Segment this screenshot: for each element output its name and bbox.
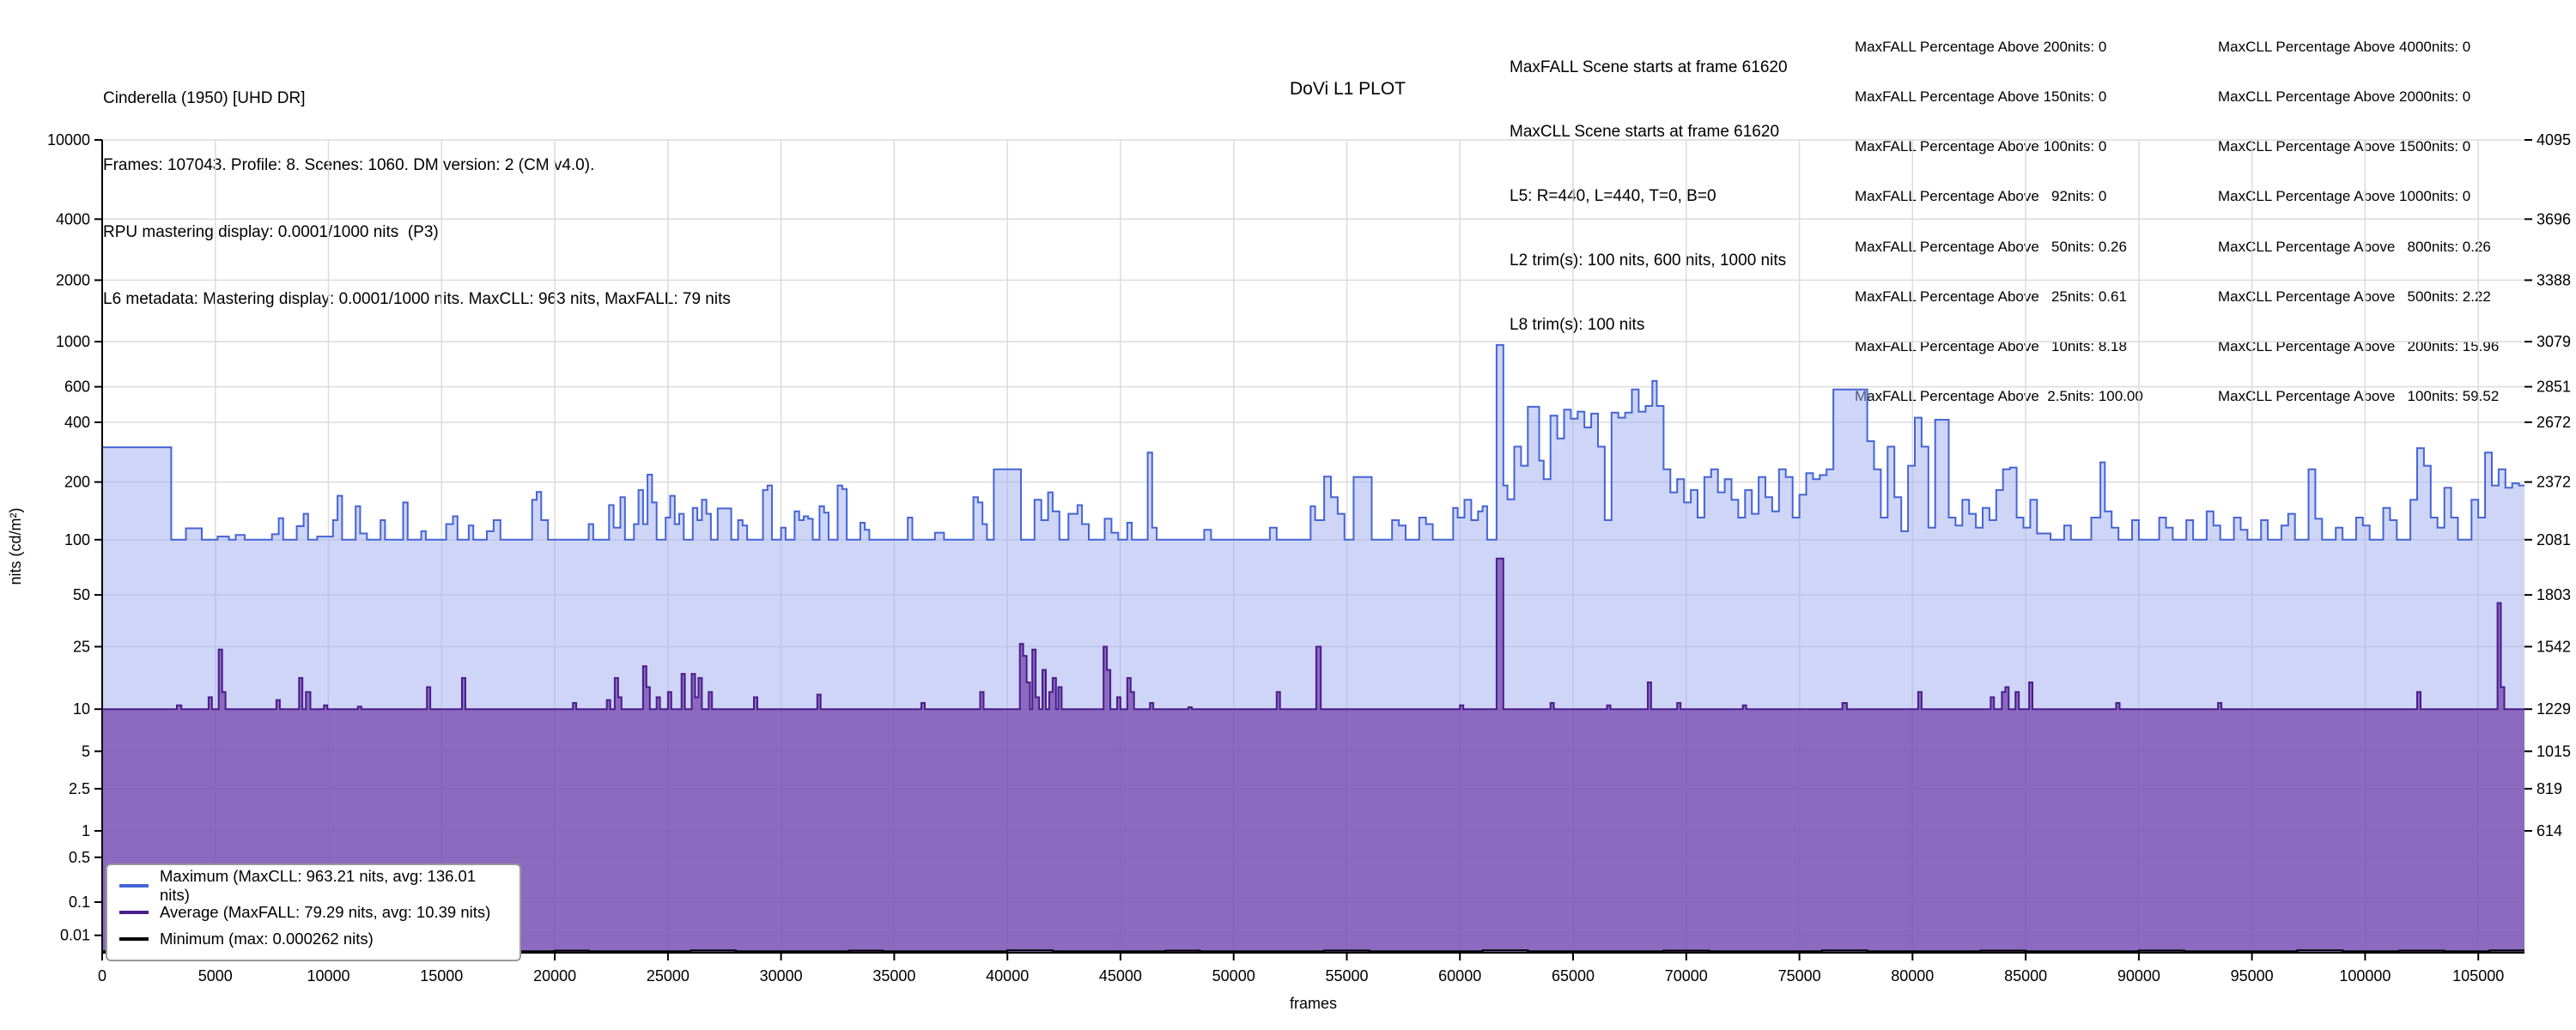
stat-line: MaxFALL Percentage Above 100nits: 0 (1855, 138, 2107, 155)
svg-text:95000: 95000 (2231, 967, 2274, 985)
plot-legend: Maximum (MaxCLL: 963.21 nits, avg: 136.0… (106, 863, 521, 961)
y-axis-label: nits (cd/m²) (7, 508, 24, 585)
l2-trims-line: L2 trim(s): 100 nits, 600 nits, 1000 nit… (1510, 251, 1787, 270)
svg-text:100: 100 (64, 531, 90, 548)
legend-label-average: Average (MaxFALL: 79.29 nits, avg: 10.39… (160, 902, 491, 921)
svg-text:2081: 2081 (2537, 531, 2571, 548)
svg-text:10000: 10000 (307, 967, 349, 985)
title-line: Cinderella (1950) [UHD DR] (103, 89, 306, 107)
svg-text:4000: 4000 (56, 210, 90, 227)
stat-line: MaxCLL Percentage Above 1000nits: 0 (2218, 188, 2471, 205)
header-metadata-block: Cinderella (1950) [UHD DR] Frames: 10704… (103, 43, 731, 333)
svg-text:5: 5 (82, 742, 90, 760)
l5-offsets-line: L5: R=440, L=440, T=0, B=0 (1510, 187, 1716, 205)
svg-text:1: 1 (82, 822, 90, 839)
average-line-swatch (119, 910, 149, 914)
svg-text:2.5: 2.5 (69, 780, 90, 797)
scene-info-block: MaxFALL Scene starts at frame 61620 MaxC… (1510, 14, 1788, 357)
svg-text:3388: 3388 (2537, 271, 2571, 288)
legend-label-minimum: Minimum (max: 0.000262 nits) (160, 929, 374, 948)
svg-text:4095: 4095 (2537, 131, 2571, 148)
svg-text:0.01: 0.01 (60, 927, 90, 944)
svg-text:819: 819 (2537, 780, 2562, 797)
svg-text:85000: 85000 (2004, 967, 2047, 985)
l8-trims-line: L8 trim(s): 100 nits (1510, 316, 1645, 334)
plot-title: DoVi L1 PLOT (1290, 79, 1406, 99)
legend-item-maximum: Maximum (MaxCLL: 963.21 nits, avg: 136.0… (119, 867, 507, 904)
x-axis-label: frames (1290, 995, 1337, 1012)
legend-label-maximum: Maximum (MaxCLL: 963.21 nits, avg: 136.0… (160, 866, 477, 904)
svg-text:45000: 45000 (1099, 967, 1142, 985)
svg-text:20000: 20000 (533, 967, 576, 985)
stat-line: MaxFALL Percentage Above 92nits: 0 (1855, 188, 2107, 205)
stat-line: MaxFALL Percentage Above 50nits: 0.26 (1855, 238, 2127, 255)
svg-text:3696: 3696 (2537, 210, 2571, 227)
rpu-mastering-line: RPU mastering display: 0.0001/1000 nits … (103, 223, 439, 241)
svg-text:25: 25 (73, 638, 90, 655)
svg-text:200: 200 (64, 474, 90, 491)
svg-text:600: 600 (64, 379, 90, 396)
svg-text:1542: 1542 (2537, 638, 2571, 655)
legend-item-minimum: Minimum (max: 0.000262 nits) (119, 925, 507, 952)
stat-line: MaxFALL Percentage Above 25nits: 0.61 (1855, 288, 2127, 305)
l6-metadata-line: L6 metadata: Mastering display: 0.0001/1… (103, 290, 731, 308)
svg-text:5000: 5000 (198, 967, 233, 985)
minimum-line-swatch (119, 936, 149, 941)
svg-text:15000: 15000 (420, 967, 463, 985)
maxfall-percentage-stats: MaxFALL Percentage Above 200nits: 0 MaxF… (1855, 5, 2143, 421)
svg-text:90000: 90000 (2117, 967, 2160, 985)
svg-text:105000: 105000 (2452, 967, 2504, 985)
svg-text:80000: 80000 (1891, 967, 1934, 985)
stat-line: MaxCLL Percentage Above 800nits: 0.26 (2218, 238, 2491, 255)
stat-line: MaxCLL Percentage Above 4000nits: 0 (2218, 38, 2471, 55)
svg-text:55000: 55000 (1325, 967, 1368, 985)
svg-text:2372: 2372 (2537, 474, 2571, 491)
svg-text:10000: 10000 (47, 131, 90, 148)
svg-text:2000: 2000 (56, 271, 90, 288)
svg-text:0.1: 0.1 (69, 894, 90, 911)
svg-text:10: 10 (73, 700, 90, 718)
stat-line: MaxCLL Percentage Above 2000nits: 0 (2218, 88, 2471, 106)
frames-profile-line: Frames: 107043. Profile: 8. Scenes: 1060… (103, 156, 595, 174)
legend-item-average: Average (MaxFALL: 79.29 nits, avg: 10.39… (119, 899, 507, 925)
svg-text:1229: 1229 (2537, 700, 2571, 718)
svg-text:75000: 75000 (1778, 967, 1821, 985)
svg-text:0.5: 0.5 (69, 849, 90, 866)
svg-text:100000: 100000 (2339, 967, 2391, 985)
svg-text:65000: 65000 (1552, 967, 1595, 985)
svg-text:614: 614 (2537, 822, 2562, 839)
stat-line: MaxCLL Percentage Above 200nits: 15.96 (2218, 338, 2500, 355)
svg-text:35000: 35000 (872, 967, 915, 985)
stat-line: MaxCLL Percentage Above 500nits: 2.22 (2218, 288, 2491, 305)
svg-text:2851: 2851 (2537, 379, 2571, 396)
stat-line: MaxFALL Percentage Above 200nits: 0 (1855, 38, 2107, 55)
svg-text:60000: 60000 (1438, 967, 1481, 985)
svg-text:30000: 30000 (760, 967, 803, 985)
stat-line: MaxFALL Percentage Above 150nits: 0 (1855, 88, 2107, 106)
svg-text:1015: 1015 (2537, 742, 2571, 760)
svg-text:40000: 40000 (986, 967, 1029, 985)
svg-text:1803: 1803 (2537, 586, 2571, 603)
stat-line: MaxFALL Percentage Above 2.5nits: 100.00 (1855, 388, 2143, 405)
svg-text:50: 50 (73, 586, 90, 603)
maximum-line-swatch (119, 883, 149, 888)
svg-text:3079: 3079 (2537, 333, 2571, 350)
svg-text:1000: 1000 (56, 333, 90, 350)
maxcll-percentage-stats: MaxCLL Percentage Above 4000nits: 0 MaxC… (2218, 5, 2499, 421)
maxfall-scene-line: MaxFALL Scene starts at frame 61620 (1510, 58, 1788, 76)
stat-line: MaxCLL Percentage Above 1500nits: 0 (2218, 138, 2471, 155)
stat-line: MaxFALL Percentage Above 10nits: 8.18 (1855, 338, 2127, 355)
svg-text:70000: 70000 (1665, 967, 1708, 985)
maxcll-scene-line: MaxCLL Scene starts at frame 61620 (1510, 123, 1780, 141)
svg-text:400: 400 (64, 414, 90, 431)
svg-text:0: 0 (98, 967, 106, 985)
stat-line: MaxCLL Percentage Above 100nits: 59.52 (2218, 388, 2500, 405)
svg-text:2672: 2672 (2537, 414, 2571, 431)
svg-text:25000: 25000 (647, 967, 690, 985)
svg-text:50000: 50000 (1212, 967, 1255, 985)
